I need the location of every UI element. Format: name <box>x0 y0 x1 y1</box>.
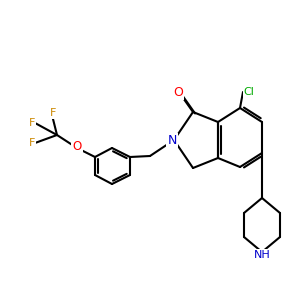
Text: F: F <box>50 108 56 118</box>
Text: F: F <box>29 118 35 128</box>
Text: NH: NH <box>254 250 270 260</box>
Text: O: O <box>72 140 82 154</box>
Text: F: F <box>29 138 35 148</box>
Text: Cl: Cl <box>244 87 254 97</box>
Text: O: O <box>173 85 183 98</box>
Text: N: N <box>167 134 177 146</box>
